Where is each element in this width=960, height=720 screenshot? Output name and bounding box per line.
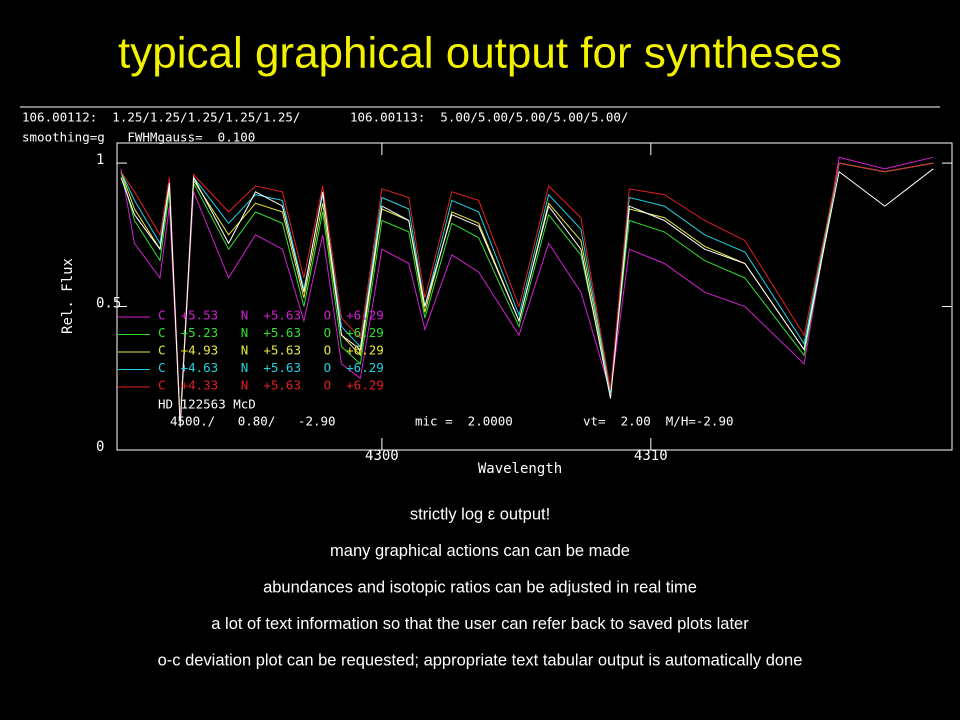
bullet-text: o-c deviation plot can be requested; app… — [158, 651, 803, 669]
annotation: vt= 2.00 M/H=-2.90 — [583, 414, 734, 429]
header-text: 106.00112: 1.25/1.25/1.25/1.25/1.25/ — [22, 110, 300, 125]
y-tick-label: 0.5 — [96, 296, 121, 312]
spectrum-line — [120, 168, 934, 428]
legend-text: C +4.93 N +5.63 O +6.29 — [158, 343, 384, 358]
y-axis-label: Rel. Flux — [60, 258, 76, 334]
x-axis-label: Wavelength — [478, 461, 562, 477]
legend-text: C +4.63 N +5.63 O +6.29 — [158, 360, 384, 375]
y-tick-label: 0 — [96, 439, 104, 455]
x-tick-label: 4310 — [634, 448, 668, 464]
bullet-text: many graphical actions can can be made — [330, 542, 630, 560]
slide-title: typical graphical output for syntheses — [118, 29, 842, 78]
legend-text: C +5.23 N +5.63 O +6.29 — [158, 325, 384, 340]
bullet-text: a lot of text information so that the us… — [211, 615, 749, 633]
legend-text: C +5.53 N +5.63 O +6.29 — [158, 308, 384, 323]
header-text: smoothing=g FWHMgauss= 0.100 — [22, 130, 255, 145]
bullet-text: abundances and isotopic ratios can be ad… — [263, 578, 697, 596]
y-tick-label: 1 — [96, 152, 104, 168]
header-text: 106.00113: 5.00/5.00/5.00/5.00/5.00/ — [350, 110, 628, 125]
annotation: 4500./ 0.80/ -2.90 — [170, 414, 336, 429]
annotation: mic = 2.0000 — [415, 414, 513, 429]
legend-text: C +4.33 N +5.63 O +6.29 — [158, 378, 384, 393]
bullet-text: strictly log ε output! — [410, 505, 550, 523]
legend-text: HD 122563 McD — [158, 397, 256, 412]
x-tick-label: 4300 — [365, 448, 399, 464]
plot-frame — [116, 142, 953, 451]
